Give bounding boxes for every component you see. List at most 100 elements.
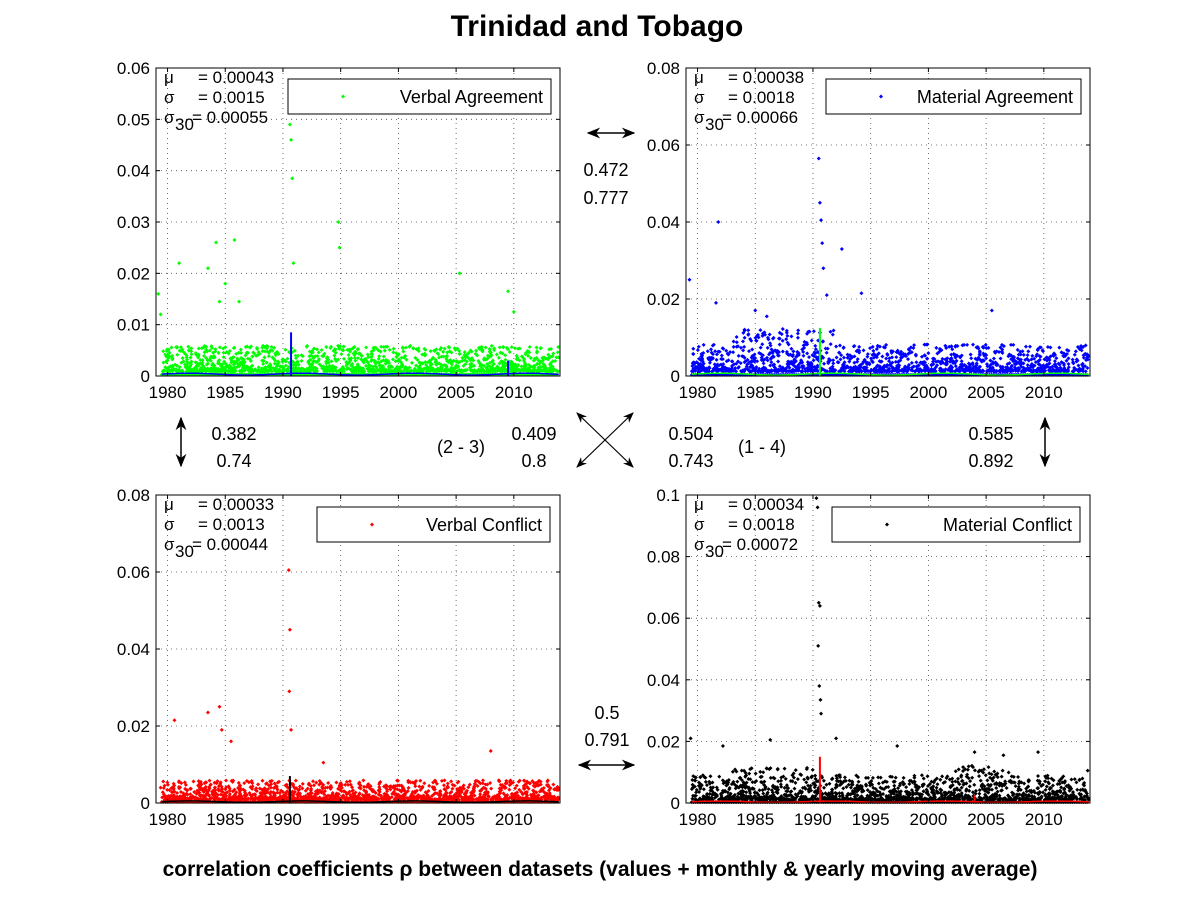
- data-point: [221, 355, 226, 360]
- outlier-point: [511, 309, 516, 314]
- data-point: [234, 360, 239, 365]
- data-point: [805, 351, 810, 356]
- data-point: [202, 350, 207, 355]
- outlier-point: [820, 241, 825, 246]
- data-point: [761, 361, 766, 366]
- data-point: [544, 367, 549, 372]
- data-point: [555, 369, 560, 374]
- data-point: [555, 350, 560, 355]
- data-point: [409, 360, 414, 365]
- outlier-point: [859, 291, 864, 296]
- data-point: [504, 345, 509, 350]
- data-point: [491, 361, 496, 366]
- data-point: [705, 349, 710, 354]
- data-point: [1009, 342, 1014, 347]
- data-point: [820, 339, 825, 344]
- data-point: [213, 349, 218, 354]
- y-tick-label: 0.06: [647, 136, 680, 155]
- x-tick-label: 1995: [852, 383, 890, 402]
- data-point: [381, 354, 386, 359]
- data-point: [316, 358, 321, 363]
- data-point: [399, 369, 404, 374]
- data-point: [1023, 344, 1028, 349]
- data-point: [204, 362, 209, 367]
- data-point: [189, 346, 194, 351]
- data-points: [687, 156, 1091, 377]
- data-point: [414, 363, 419, 368]
- data-point: [526, 353, 531, 358]
- data-point: [202, 353, 207, 358]
- data-points: [156, 122, 561, 377]
- data-point: [503, 353, 508, 358]
- data-point: [442, 346, 447, 351]
- data-point: [1076, 363, 1081, 368]
- data-point: [1083, 369, 1088, 374]
- data-point: [413, 355, 418, 360]
- data-point: [294, 366, 299, 371]
- data-point: [423, 352, 428, 357]
- stat-mu-symbol: μ: [164, 68, 174, 87]
- data-point: [362, 369, 367, 374]
- outlier-point: [817, 200, 822, 205]
- data-point: [855, 357, 860, 362]
- x-tick-label: 1985: [736, 383, 774, 402]
- data-point: [914, 360, 919, 365]
- outlier-point: [223, 281, 228, 286]
- x-tick-label: 1990: [794, 383, 832, 402]
- stat-sigma-symbol: σ: [694, 88, 705, 107]
- data-point: [269, 345, 274, 350]
- stat-mu-value: = 0.00043: [198, 68, 274, 87]
- data-point: [736, 353, 741, 358]
- data-point: [801, 353, 806, 358]
- data-point: [165, 787, 170, 792]
- data-point: [466, 350, 471, 355]
- data-point: [556, 345, 561, 350]
- data-point: [311, 346, 316, 351]
- data-point: [502, 369, 507, 374]
- data-point: [451, 358, 456, 363]
- data-point: [396, 352, 401, 357]
- data-point: [279, 369, 284, 374]
- data-point: [184, 369, 189, 374]
- data-point: [691, 351, 696, 356]
- data-point: [831, 358, 836, 363]
- data-point: [429, 357, 434, 362]
- data-point: [534, 356, 539, 361]
- data-point: [207, 348, 212, 353]
- data-point: [256, 365, 261, 370]
- data-point: [514, 353, 519, 358]
- data-point: [424, 362, 429, 367]
- data-point: [229, 358, 234, 363]
- outlier-point: [205, 266, 210, 271]
- data-point: [373, 361, 378, 366]
- x-tick-label: 1980: [149, 383, 187, 402]
- data-point: [184, 355, 189, 360]
- data-point: [383, 361, 388, 366]
- data-point: [347, 356, 352, 361]
- data-point: [811, 358, 816, 363]
- data-point: [224, 778, 229, 783]
- data-point: [553, 358, 558, 363]
- data-point: [488, 350, 493, 355]
- data-point: [285, 356, 290, 361]
- data-point: [442, 778, 447, 783]
- outlier-point: [839, 246, 844, 251]
- data-point: [884, 356, 889, 361]
- data-point: [175, 352, 180, 357]
- data-point: [734, 334, 739, 339]
- data-point: [496, 355, 501, 360]
- data-point: [523, 352, 528, 357]
- data-point: [436, 352, 441, 357]
- data-point: [828, 342, 833, 347]
- data-point: [244, 365, 249, 370]
- data-point: [501, 345, 506, 350]
- data-point: [283, 363, 288, 368]
- data-point: [430, 367, 435, 372]
- data-point: [292, 369, 297, 374]
- data-point: [519, 364, 524, 369]
- x-tick-label: 2000: [909, 383, 947, 402]
- data-point: [339, 352, 344, 357]
- data-point: [359, 357, 364, 362]
- data-point: [796, 328, 801, 333]
- data-point: [490, 368, 495, 373]
